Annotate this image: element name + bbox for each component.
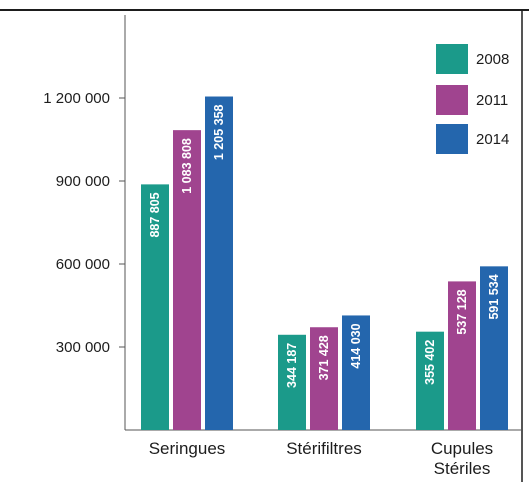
category-label: Seringues: [149, 439, 226, 458]
legend-swatch: [436, 44, 468, 74]
bar-value-label: 887 805: [148, 192, 162, 237]
bar: [141, 184, 169, 430]
bar-value-label: 414 030: [349, 323, 363, 368]
bar: [173, 130, 201, 430]
bar-value-label: 1 083 808: [180, 138, 194, 194]
category-label: Cupules: [431, 439, 493, 458]
bar: [310, 327, 338, 430]
legend-label: 2008: [476, 51, 509, 68]
y-tick-label: 300 000: [56, 339, 110, 356]
legend-label: 2014: [476, 131, 509, 148]
bar-value-label: 591 534: [487, 274, 501, 319]
y-tick-label: 1 200 000: [43, 90, 110, 107]
bar-value-label: 371 428: [317, 335, 331, 380]
bar: [448, 281, 476, 430]
category-label: Stériles: [434, 459, 491, 478]
bar: [278, 334, 306, 430]
bar-value-label: 1 205 358: [212, 104, 226, 160]
bar: [416, 331, 444, 430]
y-tick-label: 600 000: [56, 256, 110, 273]
plot-area: 300 000 600 000 900 000 1 200 000 887 805 344…: [43, 15, 522, 478]
bar: [480, 266, 508, 430]
y-tick-label: 900 000: [56, 173, 110, 190]
bar-value-label: 355 402: [423, 340, 437, 385]
legend-label: 2011: [476, 92, 508, 109]
bar-value-label: 344 187: [285, 343, 299, 388]
category-label: Stérifiltres: [286, 439, 362, 458]
legend-swatch: [436, 124, 468, 154]
bar-value-label: 537 128: [455, 289, 469, 334]
bar: [342, 315, 370, 430]
legend-swatch: [436, 85, 468, 115]
bar: [205, 96, 233, 431]
